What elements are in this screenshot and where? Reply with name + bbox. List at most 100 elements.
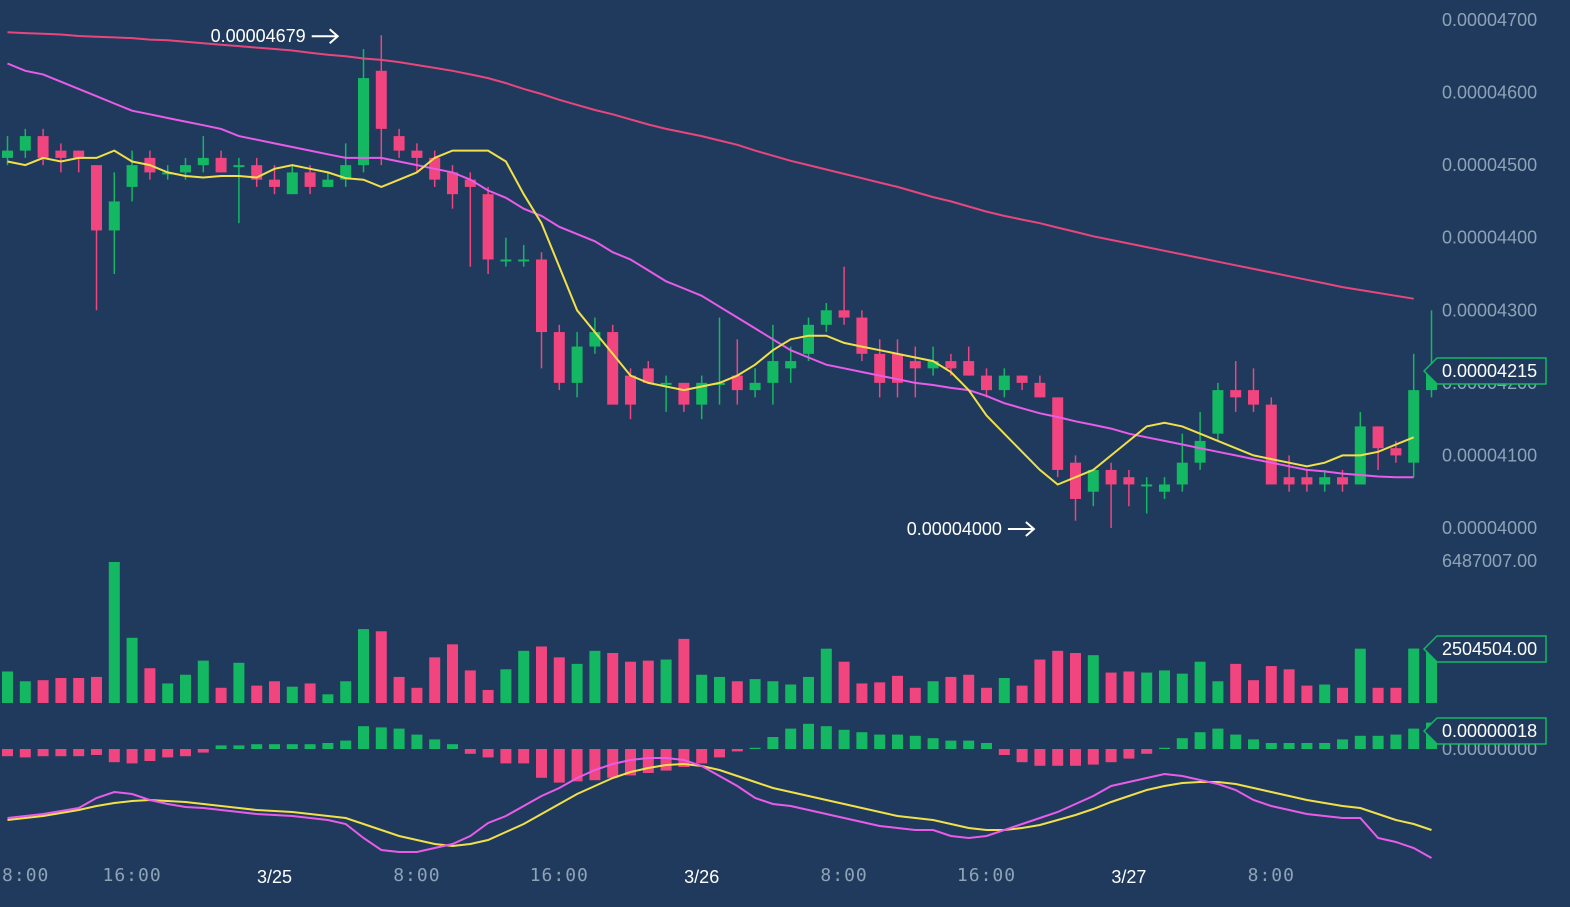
volume-bar (1194, 661, 1206, 703)
macd-bar (909, 735, 921, 749)
candle-body (1337, 477, 1348, 485)
ma-fast-line (7, 149, 1415, 486)
volume-bar (73, 678, 85, 703)
macd-bar (322, 743, 334, 749)
candle (731, 339, 743, 405)
volume-bar (642, 660, 654, 703)
volume-bar (215, 687, 227, 703)
candle-body (927, 361, 939, 369)
candle (55, 143, 67, 173)
volume-bar (714, 676, 725, 703)
macd-bar (37, 749, 49, 757)
candle-body (375, 70, 387, 129)
stoch-k-line (7, 757, 1432, 859)
candle (642, 361, 654, 383)
candle-body (1194, 440, 1206, 463)
volume-bar (2, 671, 13, 703)
volume-bar (286, 686, 298, 703)
candle-body (874, 353, 886, 383)
candle-body (553, 332, 565, 383)
candle (1016, 375, 1028, 391)
candle-body (1141, 484, 1153, 487)
candle-body (892, 353, 903, 383)
macd-bar (998, 749, 1010, 755)
volume-bar (358, 629, 369, 703)
moving-averages (7, 62, 1415, 486)
macd-bar (393, 728, 405, 749)
macd-bar (1283, 743, 1295, 749)
macd-bar (358, 726, 369, 749)
macd-bar (1105, 749, 1117, 763)
candle-body (1087, 469, 1099, 492)
macd-bar (874, 734, 886, 749)
candle (304, 165, 316, 195)
price-tick-label: 0.00004400 (1442, 228, 1537, 248)
candle (838, 266, 850, 325)
candle-body (73, 150, 85, 158)
candle-body (571, 346, 583, 383)
candle (91, 165, 102, 311)
volume-bar (874, 682, 886, 703)
candle-body (197, 157, 209, 166)
macd-bar (838, 729, 850, 749)
candle (1034, 375, 1046, 398)
candle (500, 237, 512, 267)
macd-bar (1301, 743, 1313, 749)
candle-body (180, 165, 191, 173)
volume-bar (1265, 666, 1277, 703)
macd-bar (375, 727, 387, 749)
volume-bar (180, 674, 191, 703)
candle (73, 150, 85, 173)
candle (1283, 455, 1295, 492)
candle-body (358, 78, 369, 166)
macd-value-tag-label: 0.00000018 (1442, 721, 1537, 741)
macd-bar (73, 749, 85, 757)
candle-body (518, 259, 530, 262)
candle-body (803, 324, 814, 354)
volume-bar (981, 687, 992, 703)
macd-bar (1176, 738, 1188, 749)
candle-body (108, 201, 120, 231)
candle (464, 172, 476, 267)
macd-bar (1194, 732, 1206, 749)
price-axis: 0.00004700 0.00004600 0.00004500 0.00004400… (1442, 10, 1537, 538)
macd-bar (1123, 749, 1135, 759)
volume-bar (1390, 687, 1402, 703)
candle (37, 128, 49, 166)
macd-bar (1159, 747, 1170, 749)
volume-bar (393, 676, 405, 703)
macd-bar (1319, 743, 1331, 749)
value-tags: 6487007.00 0.00000000 0.00004215 2504504… (1422, 357, 1547, 759)
price-tick-label: 0.00004600 (1442, 83, 1537, 103)
volume-bar (37, 680, 49, 703)
candle-body (411, 150, 423, 158)
volume-bar (1034, 659, 1046, 703)
candle-body (838, 310, 850, 318)
volume-bar (1087, 655, 1099, 703)
last-price-tag (1422, 357, 1547, 385)
volume-bar (500, 669, 512, 703)
candle-body (464, 179, 476, 187)
candle (358, 49, 369, 173)
volume-bar (536, 646, 547, 703)
macd-bar (714, 749, 725, 758)
macd-bar (945, 740, 957, 749)
candle-body (1052, 397, 1064, 470)
candle-body (678, 382, 690, 405)
candle-body (696, 382, 708, 405)
candle-body (1319, 477, 1331, 485)
volume-bar (696, 674, 708, 703)
candle-body (785, 361, 797, 369)
candle-body (945, 361, 957, 369)
macd-bar (180, 749, 191, 757)
macd-bar (660, 749, 672, 771)
volume-bar (411, 687, 423, 703)
candle-body (731, 375, 743, 391)
macd-bar (553, 749, 565, 783)
candle (215, 150, 227, 173)
candle (322, 172, 334, 187)
high-arrow-icon (311, 28, 340, 44)
candle (892, 339, 903, 398)
macd-bar (464, 749, 476, 754)
